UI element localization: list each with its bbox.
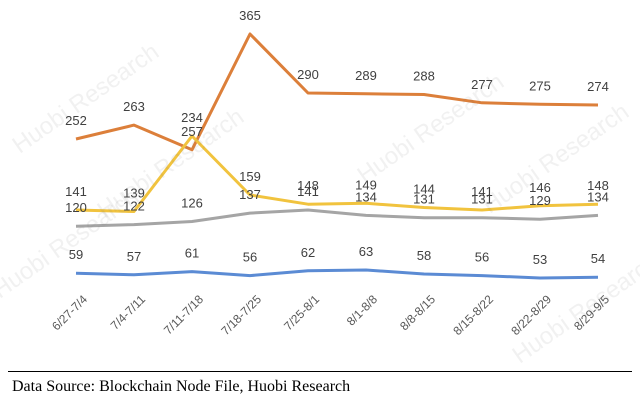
data-label: 144 bbox=[413, 182, 435, 197]
line-chart: 252 263 257 365 290 289 288 277 275 274 141 139 234 1… bbox=[49, 8, 612, 338]
data-label: 277 bbox=[471, 77, 493, 92]
data-label: 63 bbox=[359, 244, 373, 259]
data-label: 290 bbox=[297, 67, 319, 82]
data-label: 148 bbox=[297, 178, 319, 193]
data-label: 289 bbox=[355, 68, 377, 83]
x-tick-label: 8/8-8/15 bbox=[397, 292, 438, 333]
x-axis-tick-labels: 6/27-7/4 7/4-7/11 7/11-7/18 7/18-7/25 7/25-8… bbox=[49, 292, 612, 338]
data-label: 263 bbox=[123, 99, 145, 114]
x-tick-label: 8/1-8/8 bbox=[344, 292, 381, 329]
data-label: 61 bbox=[185, 246, 199, 261]
data-label: 53 bbox=[533, 252, 547, 267]
data-label: 134 bbox=[587, 189, 609, 204]
data-label: 57 bbox=[127, 249, 141, 264]
data-label: 234 bbox=[181, 110, 203, 125]
x-tick-label: 7/25-8/1 bbox=[281, 292, 322, 333]
data-label: 274 bbox=[587, 79, 609, 94]
source-divider bbox=[8, 371, 632, 372]
data-label: 159 bbox=[239, 169, 261, 184]
x-tick-label: 7/18-7/25 bbox=[218, 292, 264, 338]
data-label: 122 bbox=[123, 199, 145, 214]
data-label: 56 bbox=[243, 250, 257, 265]
data-label: 288 bbox=[413, 69, 435, 84]
data-label: 252 bbox=[65, 113, 87, 128]
series-lines bbox=[75, 32, 599, 280]
data-label: 141 bbox=[297, 184, 319, 199]
data-labels: 252 263 257 365 290 289 288 277 275 274 141 139 234 1… bbox=[65, 8, 609, 267]
data-label: 146 bbox=[529, 180, 551, 195]
data-label: 120 bbox=[65, 200, 87, 215]
data-source-note: Data Source: Blockchain Node File, Huobi… bbox=[12, 378, 351, 395]
data-label: 365 bbox=[239, 8, 261, 23]
data-label: 148 bbox=[587, 178, 609, 193]
x-tick-label: 8/29-9/5 bbox=[571, 292, 612, 333]
x-tick-label: 8/15-8/22 bbox=[450, 292, 496, 338]
series-line-3 bbox=[75, 208, 599, 228]
series-line-4 bbox=[75, 268, 599, 280]
data-label: 59 bbox=[69, 247, 83, 262]
data-label: 126 bbox=[181, 196, 203, 211]
data-label: 58 bbox=[417, 248, 431, 263]
series-line-1 bbox=[75, 32, 599, 152]
data-label: 131 bbox=[413, 192, 435, 207]
data-label: 139 bbox=[123, 186, 145, 201]
x-tick-label: 7/4-7/11 bbox=[108, 292, 149, 333]
data-label: 137 bbox=[239, 187, 261, 202]
data-label: 62 bbox=[301, 245, 315, 260]
data-label: 257 bbox=[181, 124, 203, 139]
data-label: 131 bbox=[471, 192, 493, 207]
series-line-2 bbox=[75, 134, 599, 213]
x-tick-label: 7/11-7/18 bbox=[161, 292, 206, 337]
data-label: 141 bbox=[65, 184, 87, 199]
data-label: 129 bbox=[529, 193, 551, 208]
data-label: 141 bbox=[471, 184, 493, 199]
data-label: 134 bbox=[355, 189, 377, 204]
data-label: 54 bbox=[591, 251, 605, 266]
data-label: 275 bbox=[529, 78, 551, 93]
x-tick-label: 8/22-8/29 bbox=[508, 292, 554, 338]
x-tick-label: 6/27-7/4 bbox=[49, 292, 90, 333]
data-label: 56 bbox=[475, 250, 489, 265]
data-label: 149 bbox=[355, 177, 377, 192]
